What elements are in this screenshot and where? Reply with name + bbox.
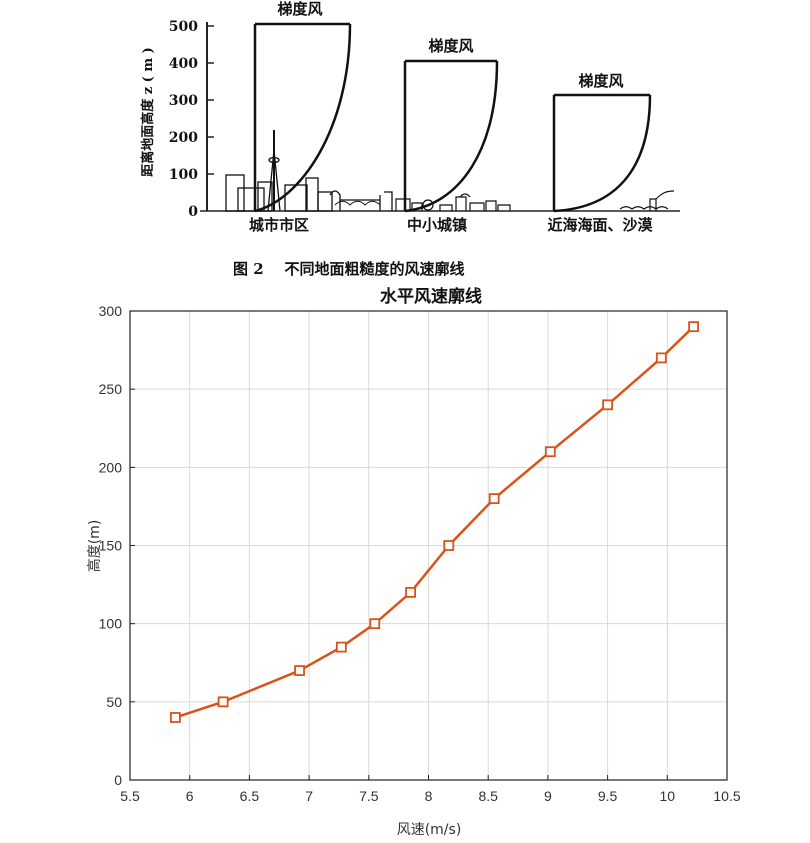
terrain-label-urban: 城市市区 [249, 216, 309, 234]
top-y-tick: 100 [169, 167, 198, 183]
top-y-tick: 0 [188, 204, 198, 220]
y-tick-label: 100 [99, 616, 123, 632]
y-tick-label: 200 [99, 459, 123, 475]
data-point-marker [688, 321, 699, 333]
gradient-wind-label: 梯度风 [428, 37, 473, 55]
chart-title: 水平风速廓线 [380, 286, 482, 307]
gradient-wind-label: 梯度风 [578, 72, 623, 90]
terrain-label-sea: 近海海面、沙漠 [547, 216, 653, 234]
grid-lines [130, 311, 727, 780]
x-tick-label: 9.5 [598, 788, 618, 804]
x-tick-label: 8.5 [478, 788, 498, 804]
x-tick-label: 5.5 [120, 788, 140, 804]
coast-waves-icon [619, 190, 675, 211]
terrain-wind-profile-figure: 500 400 300 200 100 0 距离地面高度 z ( m ) 梯度风… [140, 0, 680, 278]
x-tick-label: 7.5 [359, 788, 379, 804]
data-point-marker [443, 540, 455, 551]
figure-caption: 图 2 不同地面粗糙度的风速廓线 [233, 260, 465, 278]
gradient-wind-label: 梯度风 [277, 0, 322, 18]
x-tick-label: 10.5 [713, 788, 740, 804]
y-axis-label: 高度(m) [86, 520, 103, 573]
city-skyline-icon [225, 130, 393, 212]
top-y-tick: 300 [169, 93, 198, 109]
data-point-marker [602, 399, 613, 411]
x-axis-label: 风速(m/s) [397, 822, 462, 838]
town-buildings-icon [395, 193, 511, 211]
x-tick-label: 8 [425, 788, 433, 804]
y-tick-label: 150 [99, 538, 123, 554]
series-line [174, 325, 695, 719]
terrain-label-town: 中小城镇 [407, 216, 467, 234]
top-y-axis-label: 距离地面高度 z ( m ) [140, 47, 156, 177]
y-tick-label: 0 [114, 772, 122, 788]
x-tick-label: 7 [305, 788, 313, 804]
x-tick-label: 6 [186, 788, 194, 804]
y-tick-label: 50 [106, 694, 122, 710]
y-tick-label: 250 [99, 381, 123, 397]
data-point-marker [544, 446, 556, 458]
town-profile [395, 59, 511, 213]
data-point-marker [335, 641, 347, 653]
data-point-marker [294, 665, 305, 676]
data-point-marker [655, 352, 667, 364]
y-tick-label: 300 [99, 303, 123, 319]
urban-profile [225, 22, 393, 213]
x-tick-label: 9 [544, 788, 552, 804]
data-point-marker [217, 696, 229, 708]
top-y-tick: 400 [169, 56, 198, 72]
top-y-tick: 500 [169, 19, 198, 35]
data-point-marker [405, 587, 416, 598]
sea-profile [552, 93, 675, 213]
data-point-marker [488, 493, 500, 505]
x-tick-label: 10 [660, 788, 676, 804]
x-tick-label: 6.5 [240, 788, 260, 804]
data-point-marker [369, 618, 381, 630]
top-y-tick: 200 [169, 130, 198, 146]
data-point-marker [169, 712, 181, 723]
